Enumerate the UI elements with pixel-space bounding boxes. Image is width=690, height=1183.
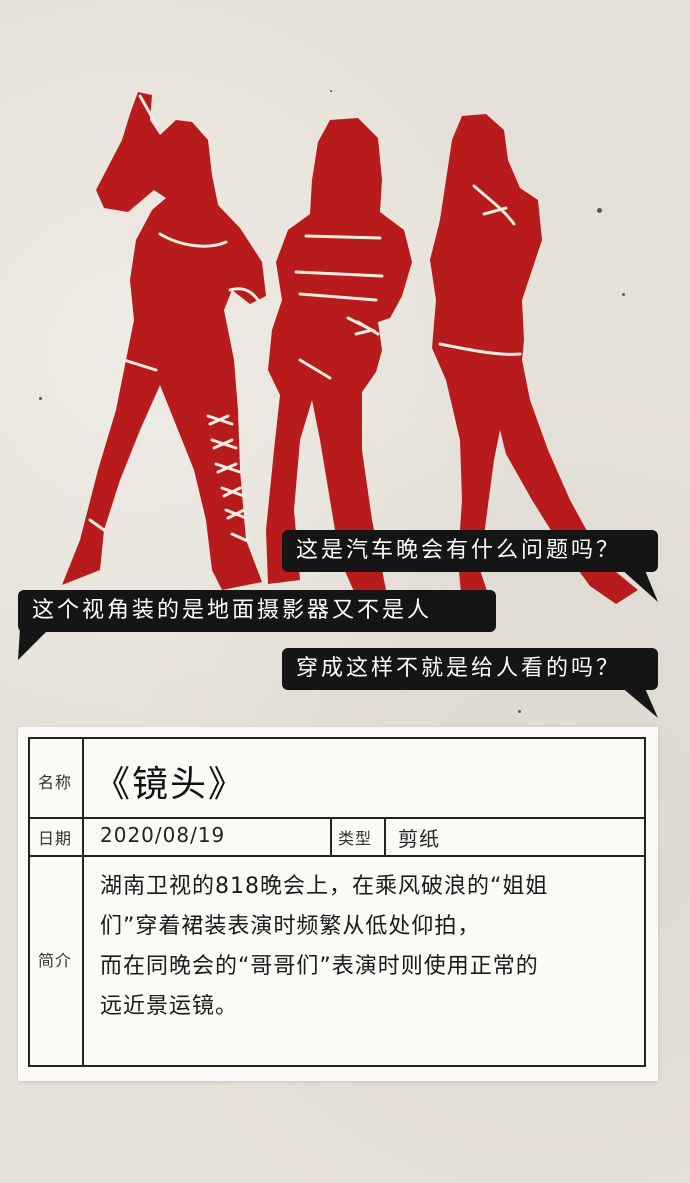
paper-speck (518, 710, 521, 713)
silhouette-figure-left (62, 92, 266, 590)
speech-bubble-3-text: 穿成这样不就是给人看的吗？ (296, 656, 622, 681)
info-card: 名称 《镜头》 日期 2020/08/19 类型 剪纸 简介 湖南卫视的818晚… (18, 727, 658, 1081)
speech-bubble-3-tail (620, 686, 658, 718)
speech-bubble-1-tail (620, 568, 658, 602)
intro-label: 简介 (38, 951, 73, 970)
table-divider (384, 817, 386, 855)
paper-speck (330, 90, 332, 92)
papercut-silhouettes (62, 92, 638, 604)
table-divider (30, 817, 644, 819)
speech-bubble-2-text: 这个视角装的是地面摄影器又不是人 (32, 598, 433, 623)
speech-bubble-1: 这是汽车晚会有什么问题吗？ (282, 530, 658, 572)
paper-speck (622, 293, 625, 296)
speech-bubble-2: 这个视角装的是地面摄影器又不是人 (18, 590, 496, 632)
silhouette-figure-middle (266, 118, 412, 596)
intro-line: 而在同晚会的“哥哥们”表演时则使用正常的 (100, 954, 539, 979)
name-label: 名称 (38, 773, 73, 792)
intro-line: 远近景运镜。 (100, 994, 239, 1019)
type-label: 类型 (338, 829, 373, 848)
type-value: 剪纸 (398, 827, 440, 851)
date-label: 日期 (38, 829, 73, 848)
paper-speck (39, 397, 42, 400)
info-table: 名称 《镜头》 日期 2020/08/19 类型 剪纸 简介 湖南卫视的818晚… (28, 737, 646, 1067)
silhouette-figure-right (430, 114, 638, 604)
table-divider (82, 739, 84, 1065)
table-divider (30, 855, 644, 857)
speech-bubble-3: 穿成这样不就是给人看的吗？ (282, 648, 658, 690)
intro-line: 们”穿着裙装表演时频繁从低处仰拍， (100, 914, 481, 939)
speech-bubble-1-text: 这是汽车晚会有什么问题吗？ (296, 538, 622, 563)
date-value: 2020/08/19 (100, 823, 226, 847)
paper-speck (597, 208, 602, 213)
table-divider (330, 817, 332, 855)
intro-line: 湖南卫视的818晚会上，在乘风破浪的“姐姐 (100, 874, 549, 899)
intro-text: 湖南卫视的818晚会上，在乘风破浪的“姐姐 们”穿着裙装表演时频繁从低处仰拍， … (100, 867, 630, 1027)
artwork-title: 《镜头》 (94, 764, 247, 805)
speech-bubble-2-tail (18, 628, 50, 660)
